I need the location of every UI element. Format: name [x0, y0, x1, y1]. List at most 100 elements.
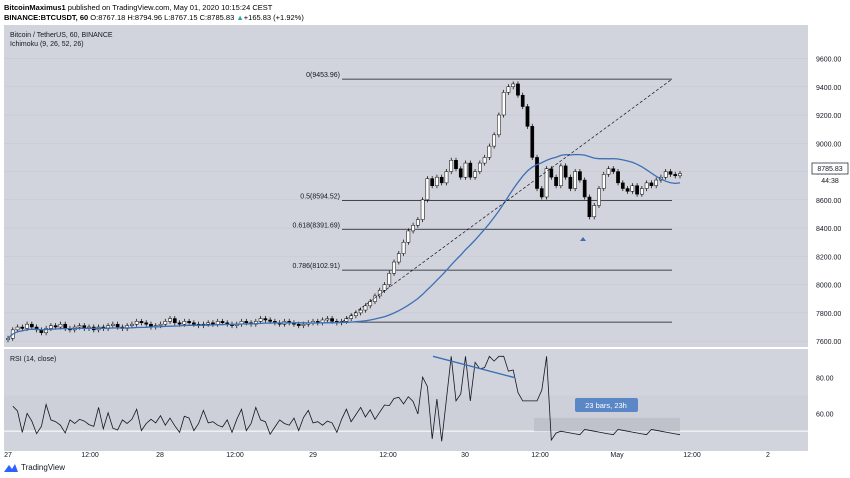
chart-pair-label: Bitcoin / TetherUS, 60, BINANCE [10, 32, 113, 39]
price-tick-label: 8600.00 [816, 198, 841, 205]
price-tick-label: 7800.00 [816, 311, 841, 318]
candle-body [425, 178, 430, 201]
candle-body [644, 182, 649, 189]
indicator-label: Ichimoku (9, 26, 52, 26) [10, 41, 84, 48]
trend-line [341, 78, 673, 323]
time-tick-label: 12:00 [379, 452, 397, 459]
fib-level-label: 0.5(8594.52) [300, 194, 340, 201]
marker-triangle-icon [580, 237, 586, 241]
candle-body [368, 301, 373, 307]
candle-body [525, 106, 530, 127]
candle-body [616, 171, 620, 184]
candle-body [668, 171, 673, 175]
candle-body [439, 176, 444, 184]
publish-info: BitcoinMaximus1 published on TradingView… [4, 3, 272, 12]
fib-level-label: 0(9453.96) [306, 72, 340, 79]
candle-body [597, 188, 601, 206]
candle-body [544, 168, 549, 198]
candle-body [244, 321, 249, 324]
candle-body [563, 165, 568, 178]
candle-body [49, 325, 53, 329]
candle-body [625, 188, 630, 192]
price-tick-label: 9400.00 [816, 85, 841, 92]
tradingview-logo[interactable]: TradingView [4, 463, 65, 472]
candle-body [606, 168, 611, 175]
candle-body [573, 171, 577, 189]
brand-text: TradingView [21, 463, 66, 472]
candle-body [358, 309, 363, 314]
candle-body [535, 157, 539, 189]
open-value: 8767.18 [98, 13, 126, 22]
time-tick-label: 12:00 [81, 452, 99, 459]
candle-body [158, 323, 163, 326]
candle-body [539, 188, 544, 198]
candle-body [220, 321, 225, 324]
candle-body [592, 205, 597, 218]
fib-level-label: 0.786(8102.91) [293, 263, 340, 270]
time-tick-label: May [610, 452, 624, 459]
high-label: H: [127, 13, 135, 22]
candle-body [77, 325, 82, 328]
price-grid [4, 58, 808, 342]
time-tick-label: 27 [4, 452, 12, 459]
candle-body [187, 321, 191, 324]
price-tick-label: 9600.00 [816, 56, 841, 63]
candle-body [477, 162, 482, 172]
candle-body [134, 321, 139, 325]
change-value: +165.83 (+1.92%) [243, 13, 304, 22]
time-tick-label: 12:00 [226, 452, 244, 459]
candle-body [516, 83, 520, 96]
publish-date: published on TradingView.com, May 01, 20… [67, 3, 273, 12]
author-name: BitcoinMaximus1 [4, 3, 66, 12]
overlays [7, 78, 681, 339]
rsi-range-box [534, 417, 680, 432]
change-arrow-icon: ▲ [236, 13, 244, 22]
candle-body [111, 323, 115, 326]
candle-body [463, 162, 468, 178]
candle-body [454, 160, 458, 169]
candle-body [325, 318, 330, 321]
price-tick-label: 9000.00 [816, 141, 841, 148]
candle-body [163, 321, 168, 325]
price-tick-label: 8400.00 [816, 226, 841, 233]
candle-body [549, 168, 554, 178]
candle-body [444, 171, 449, 184]
price-chart[interactable]: 0(9453.96) 0.5(8594.52) 0.618(8391.69) 0.78… [0, 25, 850, 461]
time-tick-label: 29 [309, 452, 317, 459]
price-tick-label: 8200.00 [816, 254, 841, 261]
candle-body [568, 176, 573, 189]
candle-body [530, 126, 535, 158]
candle-body [211, 322, 215, 325]
candles [6, 81, 682, 343]
low-value: 8767.15 [170, 13, 198, 22]
candle-body [411, 225, 415, 232]
fib-levels: 0(9453.96) 0.5(8594.52) 0.618(8391.69) 0.78… [293, 72, 672, 323]
candle-body [6, 338, 10, 341]
candle-body [177, 322, 182, 325]
last-price-text: 8785.83 [817, 166, 842, 173]
last-price-badge-bg [811, 162, 849, 175]
candle-body [301, 323, 306, 326]
rsi-tick-label: 60.00 [816, 411, 834, 418]
candle-body [373, 295, 377, 302]
candle-body [492, 134, 496, 147]
candle-body [430, 178, 435, 186]
candle-body [144, 322, 149, 325]
candle-body [396, 253, 401, 263]
low-label: L: [164, 13, 171, 22]
candle-body [678, 173, 682, 177]
candle-body [501, 92, 506, 116]
candle-body [663, 171, 668, 178]
candle-body [611, 168, 616, 172]
bars-tooltip: 23 bars, 23h [575, 398, 638, 412]
candle-body [115, 323, 120, 328]
candle-body [63, 323, 68, 329]
candle-body [487, 145, 492, 158]
symbol-label: BINANCE:BTCUSDT, 60 [4, 13, 89, 22]
candle-body [482, 157, 487, 164]
candle-body [640, 188, 644, 195]
candle-body [182, 321, 187, 325]
candle-body [511, 83, 516, 87]
candle-body [363, 305, 368, 311]
candle-body [654, 179, 659, 186]
